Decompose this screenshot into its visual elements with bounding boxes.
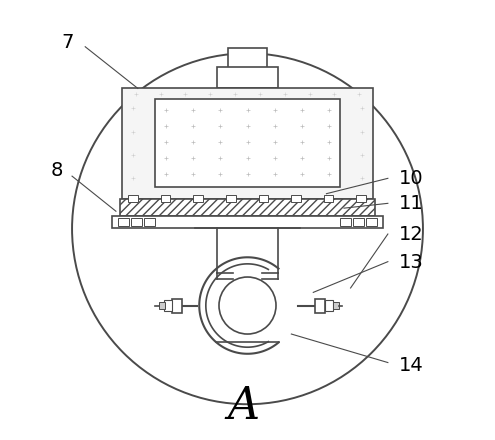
Bar (172, 298, 182, 312)
Text: 11: 11 (399, 194, 424, 213)
Bar (161, 194, 170, 202)
Text: 14: 14 (399, 356, 424, 375)
Bar (159, 302, 165, 309)
Bar (315, 298, 325, 312)
Text: 10: 10 (399, 169, 423, 188)
Bar (155, 99, 340, 187)
Bar (145, 218, 155, 226)
Bar (324, 194, 333, 202)
Bar (118, 218, 129, 226)
Bar (353, 218, 364, 226)
Bar (194, 194, 203, 202)
Text: 7: 7 (61, 33, 74, 52)
Bar (120, 199, 375, 216)
Text: 12: 12 (399, 224, 424, 243)
Bar (325, 300, 333, 311)
Bar (111, 216, 384, 228)
Bar (226, 194, 236, 202)
Bar (333, 302, 339, 309)
Bar (217, 67, 278, 88)
Bar (258, 194, 268, 202)
Bar (291, 194, 301, 202)
Bar (340, 218, 350, 226)
Bar (228, 48, 267, 69)
Circle shape (219, 277, 276, 334)
Bar (356, 194, 366, 202)
Bar (366, 218, 377, 226)
Text: 8: 8 (50, 161, 63, 180)
Bar (164, 300, 172, 311)
Bar (128, 194, 138, 202)
Text: 13: 13 (399, 253, 424, 271)
Bar (131, 218, 142, 226)
Bar (122, 88, 373, 199)
Text: A: A (227, 385, 259, 428)
